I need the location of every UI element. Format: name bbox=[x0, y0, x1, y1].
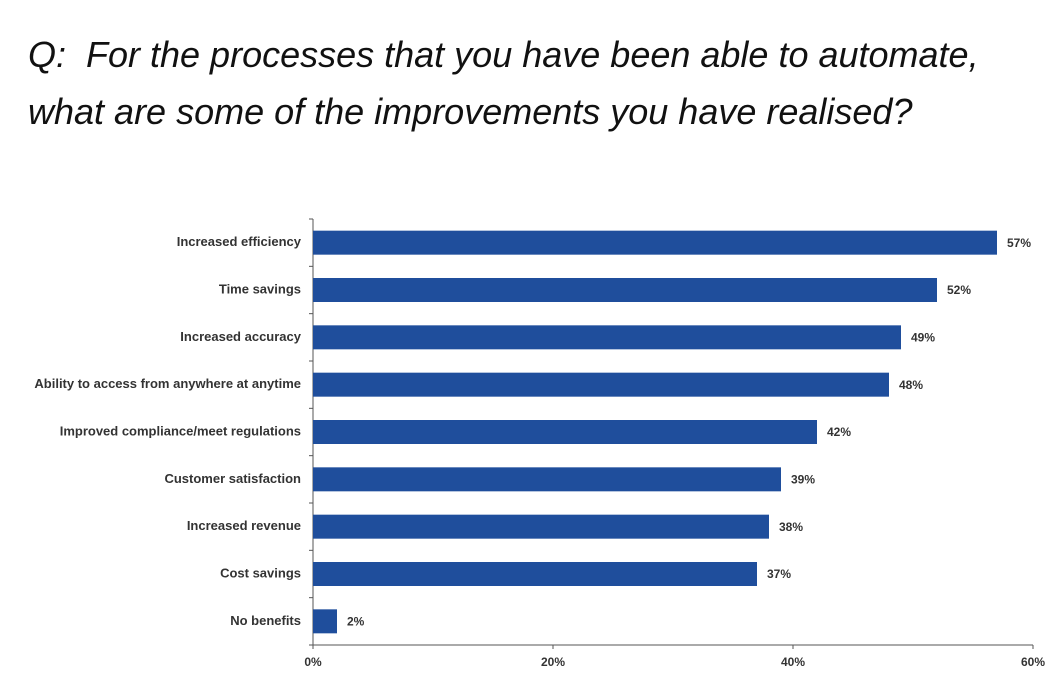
y-tick-label: Ability to access from anywhere at anyti… bbox=[34, 376, 301, 391]
y-tick-label: No benefits bbox=[230, 613, 301, 628]
bar bbox=[313, 230, 997, 255]
bar bbox=[313, 609, 337, 634]
bar bbox=[313, 514, 769, 539]
value-label: 57% bbox=[1007, 236, 1031, 250]
value-label: 39% bbox=[791, 473, 815, 487]
value-label: 42% bbox=[827, 425, 851, 439]
y-tick-label: Improved compliance/meet regulations bbox=[60, 423, 301, 438]
value-label: 37% bbox=[767, 567, 791, 581]
value-label: 2% bbox=[347, 615, 365, 629]
bar bbox=[313, 467, 781, 492]
bar bbox=[313, 278, 937, 302]
value-label: 49% bbox=[911, 331, 935, 345]
bar bbox=[313, 372, 889, 397]
y-tick-label: Time savings bbox=[219, 281, 301, 296]
x-tick-label: 0% bbox=[304, 655, 322, 669]
y-tick-label: Cost savings bbox=[220, 565, 301, 580]
y-tick-label: Increased accuracy bbox=[180, 329, 301, 344]
x-tick-label: 20% bbox=[541, 655, 565, 669]
x-tick-label: 40% bbox=[781, 655, 805, 669]
bar bbox=[313, 420, 817, 444]
x-tick-label: 60% bbox=[1021, 655, 1045, 669]
value-label: 48% bbox=[899, 378, 923, 392]
value-label: 52% bbox=[947, 283, 971, 297]
y-tick-label: Increased revenue bbox=[187, 518, 301, 533]
chart-title: Q: For the processes that you have been … bbox=[28, 34, 989, 132]
value-label: 38% bbox=[779, 520, 803, 534]
y-tick-label: Increased efficiency bbox=[177, 234, 302, 249]
bar bbox=[313, 325, 901, 350]
bar bbox=[313, 562, 757, 586]
y-tick-label: Customer satisfaction bbox=[164, 471, 301, 486]
